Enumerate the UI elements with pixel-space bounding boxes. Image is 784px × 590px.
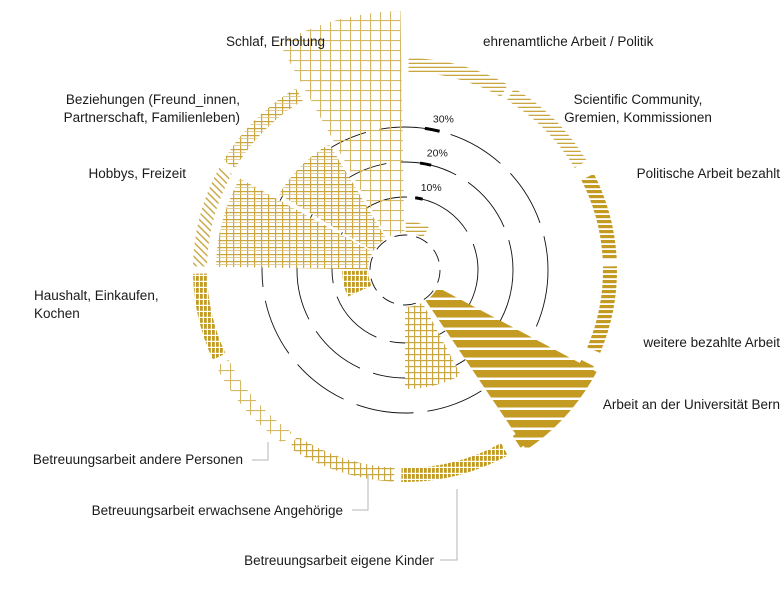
outer-segment-ehrenamt (408, 58, 508, 97)
tick-marker-1 (414, 196, 424, 201)
bar-hobbys (216, 178, 373, 270)
category-label-beziehungen: Beziehungen (Freund_innen, Partnerschaft,… (64, 92, 240, 125)
category-label-ehrenamt: ehrenamtliche Arbeit / Politik (483, 34, 654, 49)
category-label-politische-arbeit: Politische Arbeit bezahlt (637, 166, 781, 181)
category-label-betreuung-erwachsene: Betreuungsarbeit erwachsene Angehörige (92, 503, 343, 518)
scale-tick-label: 30% (433, 113, 454, 125)
outer-segment-politische-arbeit (581, 173, 617, 260)
tick-marker-3 (424, 126, 440, 133)
bar-beziehungen (278, 143, 386, 251)
bar-arbeit-uni-bern (425, 287, 597, 450)
bar-betreuung-kinder (405, 302, 461, 389)
scale-tick-label: 10% (421, 182, 442, 194)
bar-schlaf (279, 11, 405, 238)
bar-haushalt (342, 270, 372, 297)
inner-ring (369, 234, 441, 306)
outer-segment-hobbys (193, 167, 232, 267)
category-label-arbeit-uni-bern: Arbeit an der Universität Bern (603, 397, 780, 412)
category-label-scientific-community: Scientific Community, Gremien, Kommission… (564, 92, 712, 125)
outer-segment-weitere-bezahlte-arbeit (587, 266, 617, 353)
leader-line (352, 474, 369, 511)
outer-segment-betreuung-andere (216, 359, 292, 444)
leader-line (440, 489, 458, 561)
category-label-haushalt: Haushalt, Einkaufen, Kochen (34, 288, 159, 321)
outer-segment-betreuung-kinder (401, 443, 508, 482)
outer-segment-haushalt (193, 273, 226, 360)
outer-segment-betreuung-erwachsene (289, 436, 395, 482)
category-label-schlaf: Schlaf, Erholung (226, 34, 325, 49)
category-label-hobbys: Hobbys, Freizeit (88, 166, 186, 181)
scale-tick-label: 20% (427, 148, 448, 160)
category-label-betreuung-kinder: Betreuungsarbeit eigene Kinder (244, 553, 434, 568)
leader-line (252, 442, 269, 461)
grid-ring-30 (261, 126, 549, 414)
category-label-weitere-bezahlte-arbeit: weitere bezahlte Arbeit (642, 335, 780, 350)
outer-segment-beziehungen (223, 88, 304, 169)
tick-marker-2 (419, 161, 432, 167)
category-label-betreuung-andere: Betreuungsarbeit andere Personen (33, 452, 243, 467)
outer-segment-scientific-community (506, 88, 587, 169)
bar-ehrenamt (405, 221, 429, 238)
